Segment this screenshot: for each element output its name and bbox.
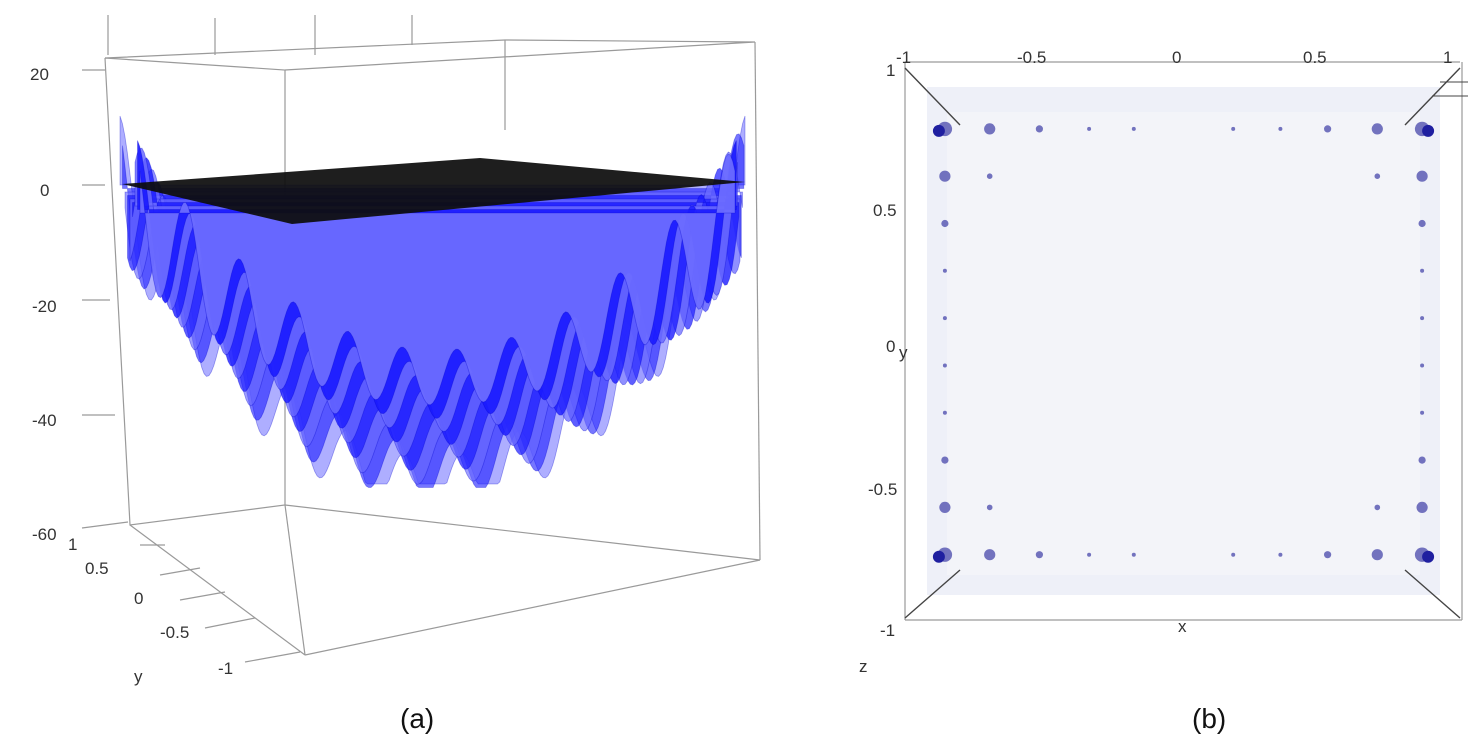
projection-blob (984, 549, 996, 561)
projection-blob (942, 410, 947, 415)
panel-a-y-tick-label: 1 (68, 535, 77, 554)
projection-blob (1418, 456, 1426, 464)
projection-blob (942, 316, 947, 321)
panel-a-z-tick-label: 20 (30, 65, 49, 84)
panel-a-y-tick-label: 0 (134, 589, 143, 608)
panel-a-y-tick-marks (140, 544, 301, 663)
panel-a-z-tick-label: 0 (40, 181, 49, 200)
panel-b-x-tick-label: 0 (1172, 48, 1181, 67)
panel-b-y-tick-label: 0 (886, 337, 895, 356)
panel-a-z-tick-label: -20 (32, 297, 57, 316)
projection-blob (942, 363, 947, 368)
projection-blob (1087, 552, 1092, 557)
projection-blob (1371, 123, 1383, 135)
projection-blob (1231, 552, 1236, 557)
panel-a-caption: (a) (400, 703, 434, 734)
panel-b-corner-edges (904, 67, 1468, 619)
projection-blob (942, 268, 947, 273)
projection-blob (1324, 551, 1332, 559)
projection-blob (1418, 219, 1426, 228)
panel-b-caption: (b) (1192, 703, 1226, 734)
projection-blob (986, 504, 993, 511)
panel-b-y-tick-label: -1 (880, 621, 895, 640)
projection-blob (1371, 549, 1383, 561)
projection-blob (1420, 316, 1425, 321)
projection-blob (1278, 552, 1283, 557)
projection-blob (1035, 551, 1043, 559)
projection-blob (986, 173, 993, 179)
panel-a-z-tick-marks (81, 69, 129, 529)
panel-a-bounding-box (104, 15, 761, 656)
projection-blob (1420, 268, 1425, 273)
panel-a-z-tick-label: -40 (32, 411, 57, 430)
projection-blob (984, 123, 996, 135)
panel-a-y-axis-label: y (134, 667, 143, 686)
projection-blob (1278, 126, 1283, 131)
panel-b-y-tick-label: 1 (886, 61, 895, 80)
projection-blob (941, 219, 949, 228)
projection-blob-core (932, 550, 945, 563)
panel-a-3d-surface-plot: 20 0 -20 -40 -60 1 0.5 0 -0.5 -1 y (a) (30, 15, 761, 734)
projection-blob (1420, 363, 1425, 368)
panel-b-x-tick-label: -0.5 (1017, 48, 1046, 67)
projection-blob (1374, 173, 1381, 179)
projection-blob (1131, 552, 1136, 557)
projection-blob (1231, 126, 1236, 131)
projection-blob-core (1422, 550, 1435, 563)
projection-blob (1035, 125, 1043, 133)
panel-b-projection-plot: -1 -0.5 0 0.5 1 1 0.5 0 -0.5 -1 y x z (b… (859, 48, 1468, 734)
projection-blob (941, 456, 949, 464)
projection-blob-core (932, 124, 945, 137)
panel-b-bounding-box (904, 61, 1463, 621)
panel-b-x-tick-label: 0.5 (1303, 48, 1327, 67)
projection-blob (1420, 410, 1425, 415)
projection-blob (1416, 170, 1428, 182)
panel-b-y-tick-label: -0.5 (868, 480, 897, 499)
panel-b-x-tick-label: 1 (1443, 48, 1452, 67)
panel-a-y-tick-label: -1 (218, 659, 233, 678)
panel-a-y-tick-label: 0.5 (85, 559, 109, 578)
projection-blob (1087, 126, 1092, 131)
panel-b-z-axis-label: z (859, 657, 868, 676)
projection-inner-square (947, 112, 1420, 575)
projection-blob (939, 170, 951, 182)
projection-blob-core (1422, 124, 1435, 137)
projection-blob (1324, 125, 1332, 133)
panel-b-y-axis-label: y (899, 343, 908, 362)
panel-b-x-tick-label: -1 (896, 48, 911, 67)
panel-b-y-tick-label: 0.5 (873, 201, 897, 220)
panel-b-blob-series (932, 121, 1435, 563)
projection-blob (1416, 501, 1428, 513)
projection-blob (1374, 504, 1381, 511)
panel-a-zero-plane (122, 158, 745, 224)
panel-a-y-tick-label: -0.5 (160, 623, 189, 642)
panel-b-x-axis-label: x (1178, 617, 1187, 636)
projection-blob (939, 501, 951, 513)
panel-a-z-tick-label: -60 (32, 525, 57, 544)
panel-b-projection-area (927, 87, 1440, 595)
projection-blob (1131, 126, 1136, 131)
